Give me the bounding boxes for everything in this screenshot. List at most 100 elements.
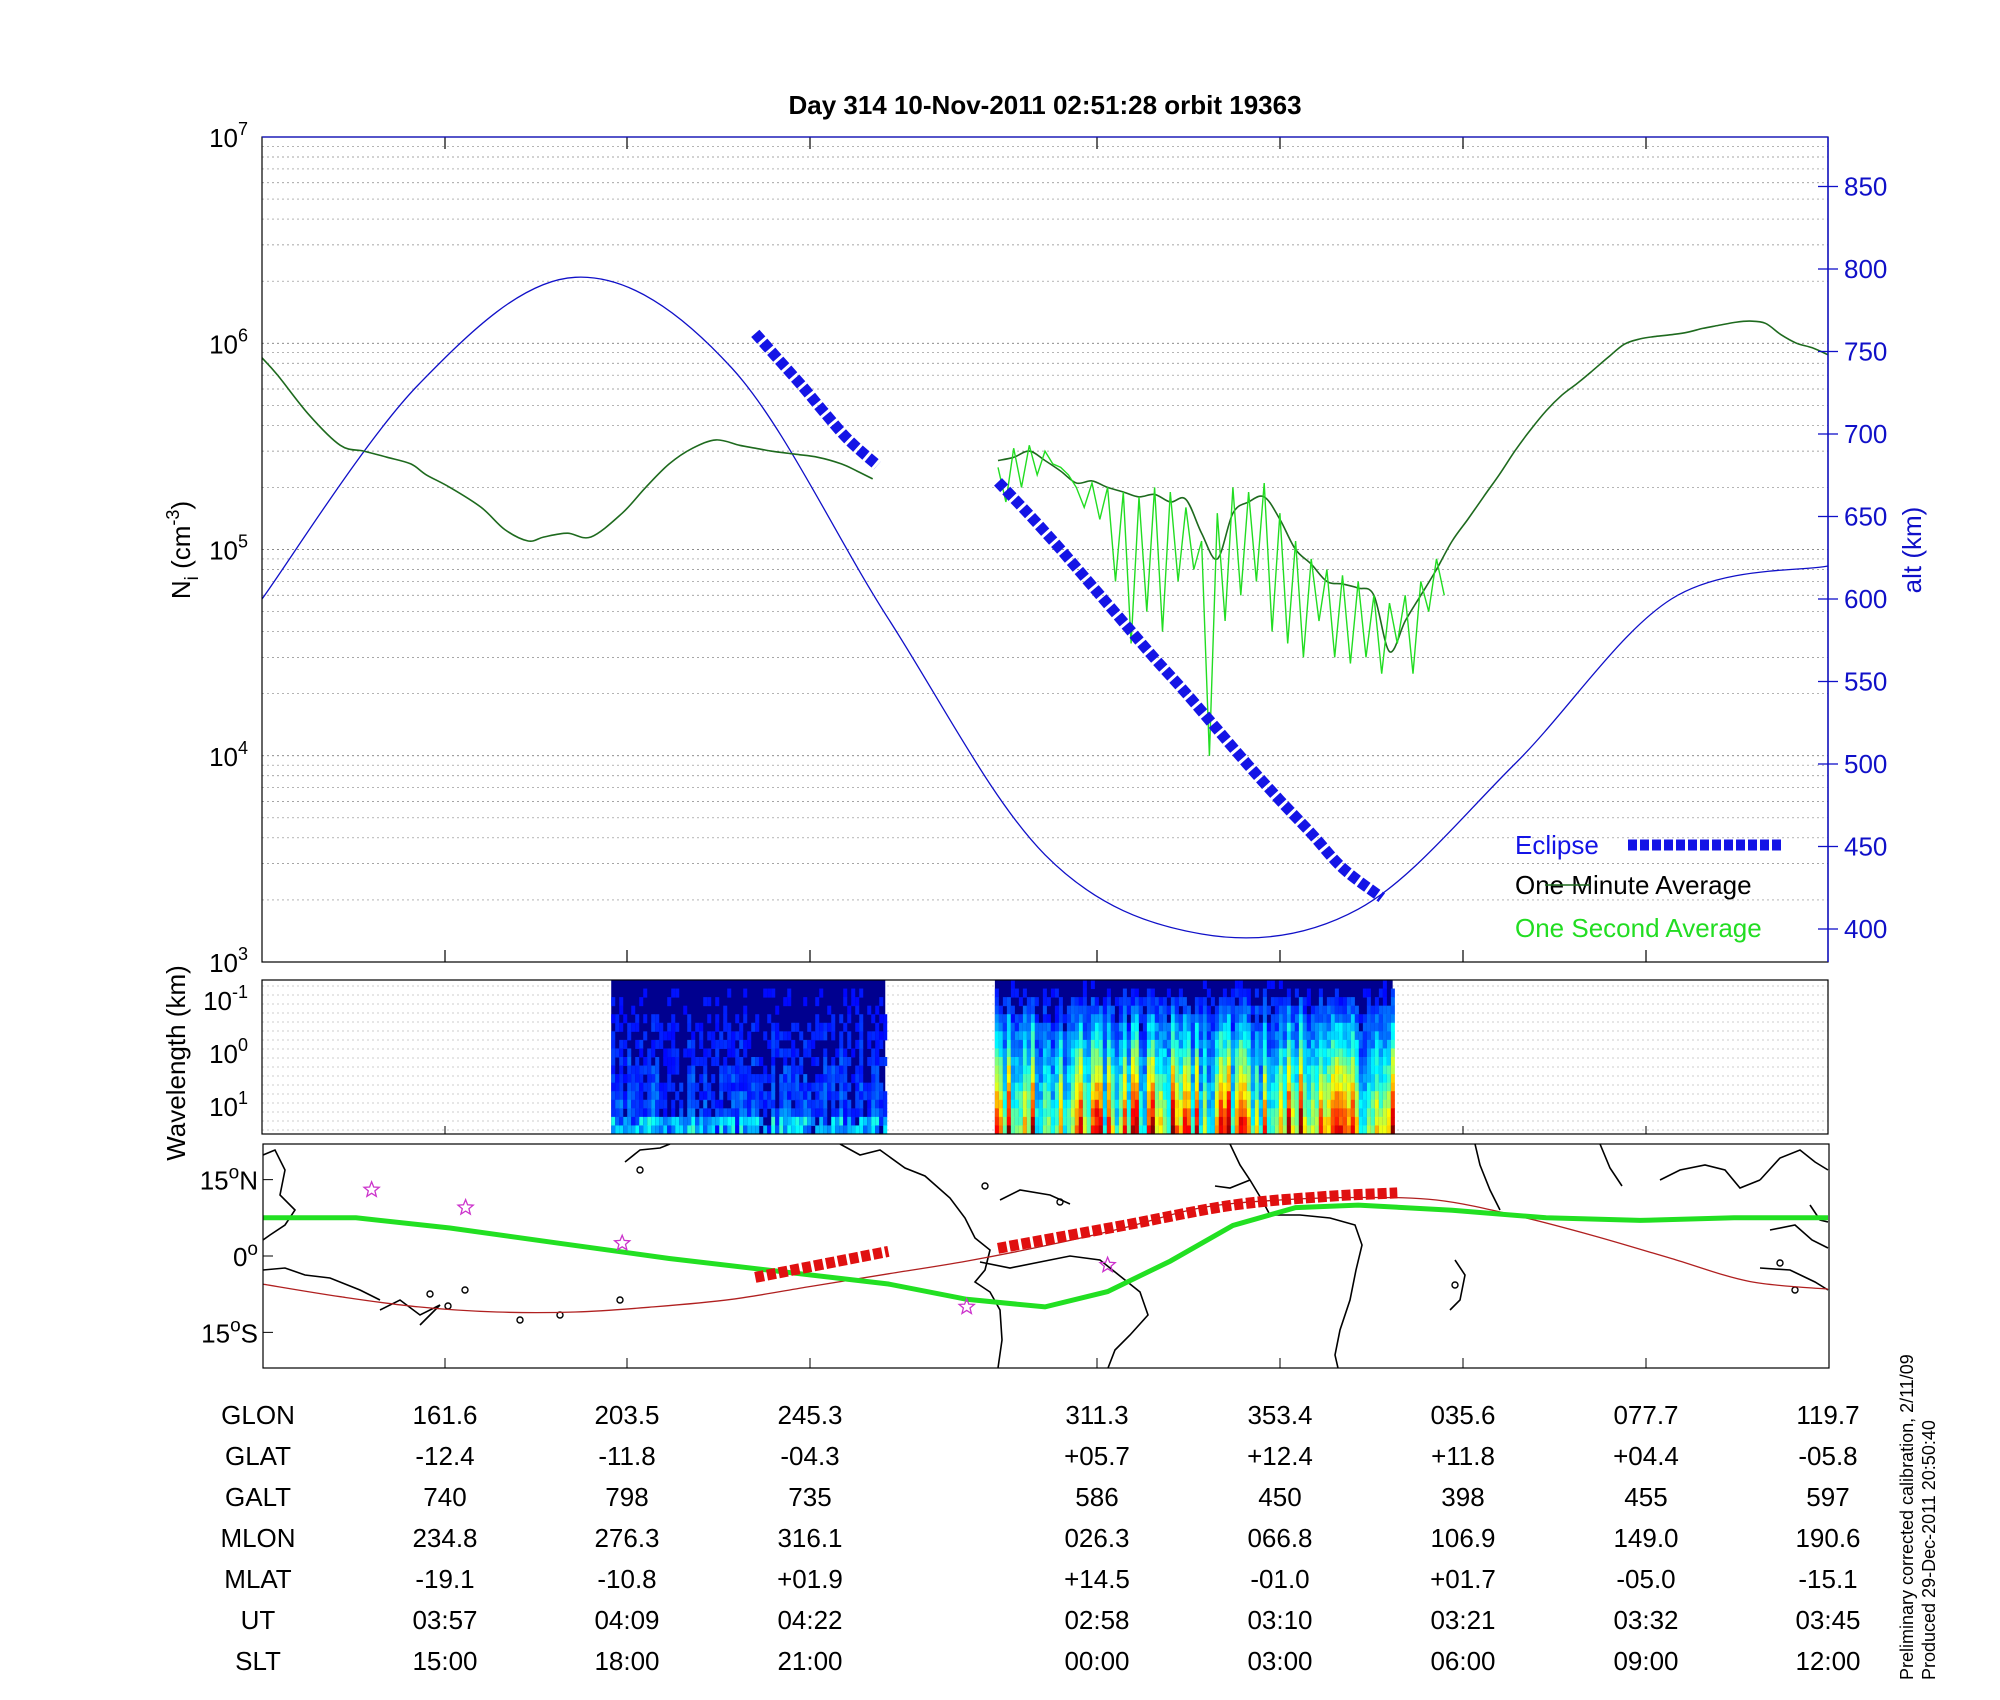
spectrogram-cell (731, 1048, 736, 1058)
spectrogram-cell (1174, 1108, 1179, 1118)
spectrogram-cell (1314, 1065, 1319, 1075)
spectrogram-cell (1034, 1125, 1039, 1134)
spectrogram-cell (1054, 1091, 1059, 1101)
spectrogram-cell (1334, 988, 1339, 998)
spectrogram-cell (1126, 997, 1131, 1007)
spectrogram-cell (1074, 1005, 1079, 1015)
spectrogram-cell (1254, 1014, 1259, 1024)
spectrogram-cell (1286, 1065, 1291, 1075)
spectrogram-cell (1238, 1091, 1243, 1101)
spectrogram-cell (1018, 1099, 1023, 1109)
spectrogram-cell (1374, 1099, 1379, 1109)
spectrogram-cell (1290, 1099, 1295, 1109)
spectrogram-cell (1046, 1014, 1051, 1024)
spectrogram-cell (1258, 1065, 1263, 1075)
spectrogram-cell (1166, 1108, 1171, 1118)
spectrogram-cell (727, 1074, 732, 1084)
spectrogram-cell (1146, 1022, 1151, 1032)
spectrogram-cell (1030, 1074, 1035, 1084)
spectrogram-cell (1038, 1057, 1043, 1067)
spectrogram-cell (859, 1065, 864, 1075)
spectrogram-cell (703, 997, 708, 1007)
spectrogram-cell (651, 1116, 656, 1126)
spectrogram-cell (795, 1065, 800, 1075)
table-cell: 00:00 (1064, 1646, 1129, 1676)
spectrogram-cell (1210, 1065, 1215, 1075)
spectrogram-cell (1022, 1082, 1027, 1092)
map-lat-label: 0o (233, 1239, 258, 1272)
altitude-tick-label: 400 (1844, 914, 1887, 944)
spectrogram-cell (1170, 1116, 1175, 1126)
spectrogram-cell (1330, 1116, 1335, 1126)
spectrogram-cell (631, 1099, 636, 1109)
spectrogram-cell (1194, 1108, 1199, 1118)
spectrogram-cell (1014, 1022, 1019, 1032)
spectrogram-cell (1254, 1091, 1259, 1101)
spectrogram-cell (1226, 1014, 1231, 1024)
spectrogram-cell (1014, 1031, 1019, 1041)
spectrogram-cell (871, 1082, 876, 1092)
spectrogram-cell (1302, 1005, 1307, 1015)
spectrogram-cell (1386, 1057, 1391, 1067)
spectrogram-cell (867, 1039, 872, 1049)
spectrogram-cell (723, 1014, 728, 1024)
spectrogram-cell (743, 1048, 748, 1058)
spectrogram-cell (1230, 1022, 1235, 1032)
spectrogram-cell (831, 1125, 836, 1134)
spectrogram-cell (1010, 1039, 1015, 1049)
table-cell: 026.3 (1064, 1523, 1129, 1553)
spectrogram-cell (1094, 1039, 1099, 1049)
spectrogram-cell (1150, 1074, 1155, 1084)
spectrogram-cell (627, 1057, 632, 1067)
spectrogram-cell (1178, 1125, 1183, 1134)
spectrogram-cell (691, 1048, 696, 1058)
spectrogram-cell (1146, 1014, 1151, 1024)
spectrogram-cell (1286, 1039, 1291, 1049)
map-axes-box (262, 1143, 1830, 1369)
spectrogram-cell (787, 1074, 792, 1084)
spectrogram-cell (1194, 1048, 1199, 1058)
spectrogram-cell (1318, 1116, 1323, 1126)
spectrogram-cell (1014, 1116, 1019, 1126)
spectrogram-cell (623, 1057, 628, 1067)
spectrogram-cell (1054, 1031, 1059, 1041)
spectrogram-cell (1130, 1125, 1135, 1134)
spectrogram-cell (1250, 1048, 1255, 1058)
spectrogram-cell (1254, 1116, 1259, 1126)
spectrogram-cell (1322, 1022, 1327, 1032)
spectrogram-cell (1314, 1048, 1319, 1058)
spectrogram-cell (1246, 997, 1251, 1007)
spectrogram-cell (1118, 1005, 1123, 1015)
spectrogram-cell (1018, 1048, 1023, 1058)
spectrogram-cell (1242, 1125, 1247, 1134)
spectrogram-cell (1382, 1074, 1387, 1084)
spectrogram-cell (747, 1039, 752, 1049)
spectrogram-cell (1198, 1082, 1203, 1092)
table-cell: 09:00 (1613, 1646, 1678, 1676)
spectrogram-cell (639, 1108, 644, 1118)
spectrogram-cell (679, 1099, 684, 1109)
spectrogram-cell (639, 1116, 644, 1126)
spectrogram-cell (831, 1074, 836, 1084)
spectrogram-cell (1222, 1082, 1227, 1092)
spectrogram-cell (1166, 1074, 1171, 1084)
spectrogram-cell (1266, 1005, 1271, 1015)
spectrogram-cell (1358, 1074, 1363, 1084)
spectrogram-cell (1074, 1031, 1079, 1041)
spectrogram-cell (994, 1031, 999, 1041)
spectrogram-cell (1070, 1048, 1075, 1058)
spectrogram-cell (1134, 1108, 1139, 1118)
spectrogram-cell (1242, 1091, 1247, 1101)
spectrogram-cell (831, 1057, 836, 1067)
spectrogram-cell (1030, 1022, 1035, 1032)
spectrogram-cell (1106, 1099, 1111, 1109)
spectrogram-cell (843, 1022, 848, 1032)
spectrogram-cell (1374, 1014, 1379, 1024)
spectrogram-cell (703, 1108, 708, 1118)
spectrogram-cell (855, 1091, 860, 1101)
spectrogram-cell (859, 1039, 864, 1049)
spectrogram-cell (1046, 1099, 1051, 1109)
spectrogram-cell (663, 1048, 668, 1058)
spectrogram-cell (1386, 1116, 1391, 1126)
spectrogram-cell (1074, 1048, 1079, 1058)
